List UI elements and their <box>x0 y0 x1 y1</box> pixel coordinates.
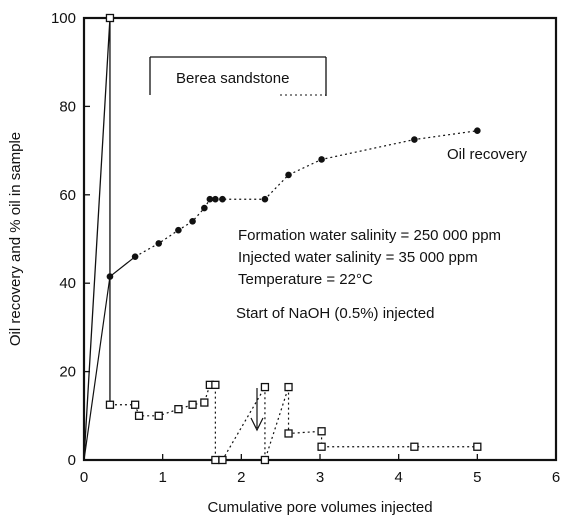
y-axis-title: Oil recovery and % oil in sample <box>7 132 24 346</box>
oil-in-sample-point <box>188 400 197 409</box>
oil-recovery-point <box>206 195 214 203</box>
x-tick-label: 2 <box>237 469 245 486</box>
x-axis-title: Cumulative pore volumes injected <box>207 499 432 516</box>
oil-recovery-point <box>175 226 182 234</box>
oil-in-sample-point <box>260 382 270 392</box>
oil-in-sample-point <box>317 427 326 436</box>
y-tick-label: 20 <box>59 364 76 381</box>
oil-recovery-point <box>285 171 292 179</box>
injected-salinity-note: Injected water salinity = 35 000 ppm <box>238 249 478 266</box>
oil-in-sample-point <box>410 442 419 451</box>
oil-in-sample-point <box>284 429 293 438</box>
formation-salinity-note: Formation water salinity = 250 000 ppm <box>238 227 501 244</box>
oil-recovery-point <box>189 218 196 225</box>
x-tick-label: 4 <box>394 469 402 486</box>
berea-label-box: Berea sandstone <box>149 56 327 96</box>
oil-recovery-point <box>219 195 226 203</box>
oil-recovery-point <box>261 195 269 203</box>
oil-in-sample-point <box>473 442 482 451</box>
temperature-note: Temperature = 22°C <box>238 271 373 288</box>
oil-recovery-point <box>474 127 481 135</box>
oil-in-sample-point <box>218 455 227 465</box>
naoh-start-arrow <box>250 388 264 432</box>
oil-in-sample-point <box>317 442 326 451</box>
oil-in-sample-point <box>211 455 220 465</box>
oil-in-sample-point <box>260 455 270 465</box>
oil-in-sample-line-initial <box>83 17 111 461</box>
berea-label: Berea sandstone <box>176 70 289 87</box>
oil-in-sample-point <box>105 400 115 409</box>
x-tick-label: 3 <box>316 469 324 486</box>
y-tick-label: 40 <box>59 275 76 292</box>
oil-in-sample-point <box>200 398 209 407</box>
oil-recovery-point <box>155 240 163 247</box>
oil-in-sample-point <box>284 382 293 392</box>
series-layer <box>83 13 482 465</box>
oil-in-sample-point <box>105 13 115 23</box>
naoh-start-note: Start of NaOH (0.5%) injected <box>236 305 434 322</box>
y-axis-ticks: 0 20 40 60 80 100 <box>51 10 90 469</box>
oil-recovery-label: Oil recovery <box>447 146 528 163</box>
oil-in-sample-point <box>174 405 183 414</box>
oil-recovery-point <box>411 136 418 143</box>
oil-recovery-point <box>212 195 219 203</box>
oil-in-sample-point <box>211 380 220 390</box>
y-tick-label: 60 <box>59 187 76 204</box>
x-tick-label: 0 <box>80 469 88 486</box>
x-tick-label: 5 <box>473 469 481 486</box>
oil-in-sample-point <box>130 400 140 409</box>
oil-recovery-point <box>131 253 139 260</box>
y-tick-label: 100 <box>51 10 76 27</box>
x-axis-ticks: 0 1 2 3 4 5 6 <box>80 454 560 486</box>
x-tick-label: 1 <box>158 469 166 486</box>
y-tick-label: 80 <box>59 98 76 115</box>
oil-in-sample-point <box>134 411 144 420</box>
x-tick-label: 6 <box>552 469 560 486</box>
oil-recovery-point <box>318 156 325 163</box>
y-tick-label: 0 <box>68 452 76 469</box>
oil-in-sample-point <box>154 411 163 420</box>
oil-in-sample-line <box>109 384 478 461</box>
oil-recovery-point <box>201 204 208 212</box>
